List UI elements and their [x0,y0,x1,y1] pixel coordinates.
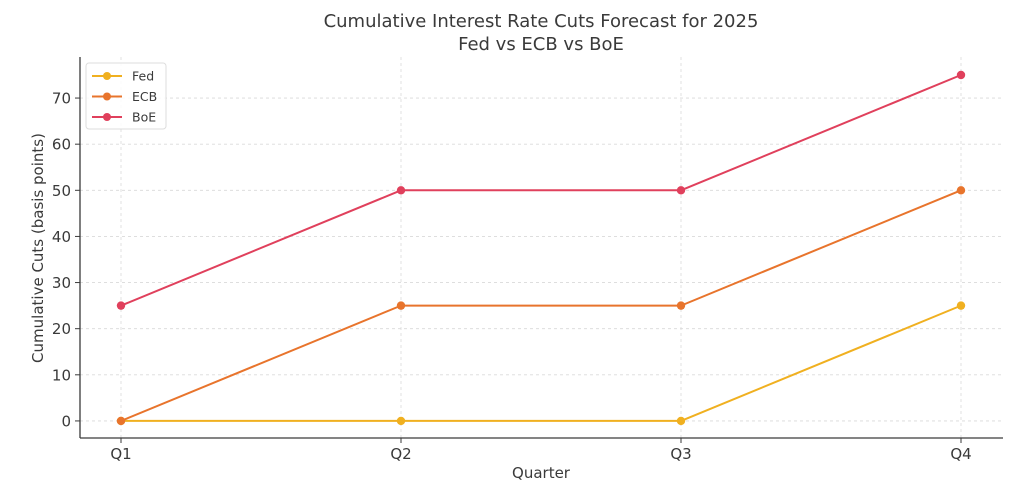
y-tick-label: 20 [52,320,71,338]
series-group [116,70,966,426]
legend-item-fed: Fed [92,69,154,84]
data-point-fed [956,301,966,310]
legend-item-ecb: ECB [92,89,157,104]
series-line-fed [121,304,962,422]
data-point-ecb [396,301,406,310]
x-tick-label: Q4 [950,445,971,463]
legend-label: ECB [132,89,157,104]
legend-label: BoE [132,110,156,125]
y-tick-label: 70 [52,90,71,108]
data-point-fed [676,416,686,426]
y-tick-label: 60 [52,136,71,154]
y-tick-label: 10 [52,366,71,384]
data-point-boe [396,186,406,195]
y-tick-label: 50 [52,182,71,200]
series-fed [116,301,966,426]
data-point-fed [396,416,406,426]
x-tick-label: Q1 [110,445,131,463]
x-tick-label: Q3 [670,445,691,463]
y-tick-label: 30 [52,274,71,292]
x-tick-label: Q2 [390,445,411,463]
series-line-boe [120,74,962,307]
legend-swatch-marker [103,92,111,101]
y-axis-label: Cumulative Cuts (basis points) [29,133,47,363]
series-line-ecb [120,189,962,422]
y-ticks: 0 10 20 30 40 50 60 70 [52,90,80,430]
data-point-boe [956,70,966,80]
legend-item-boe: BoE [92,110,156,125]
data-point-ecb [676,301,686,310]
chart-subtitle: Fed vs ECB vs BoE [458,34,624,55]
y-tick-label: 40 [52,228,71,246]
x-axis-label: Quarter [512,464,571,482]
data-point-boe [676,186,686,195]
y-tick-label: 0 [61,412,71,430]
series-boe [116,70,966,310]
legend-swatch-marker [103,72,111,80]
legend-label: Fed [132,69,154,84]
chart-title: Cumulative Interest Rate Cuts Forecast f… [324,11,759,32]
data-point-ecb [116,416,126,426]
x-ticks: Q1 Q2 Q3 Q4 [110,438,972,463]
series-ecb [116,186,966,426]
legend: Fed ECB BoE [85,62,167,130]
data-point-boe [116,301,126,310]
data-point-ecb [956,186,966,195]
legend-swatch-marker [103,113,111,121]
